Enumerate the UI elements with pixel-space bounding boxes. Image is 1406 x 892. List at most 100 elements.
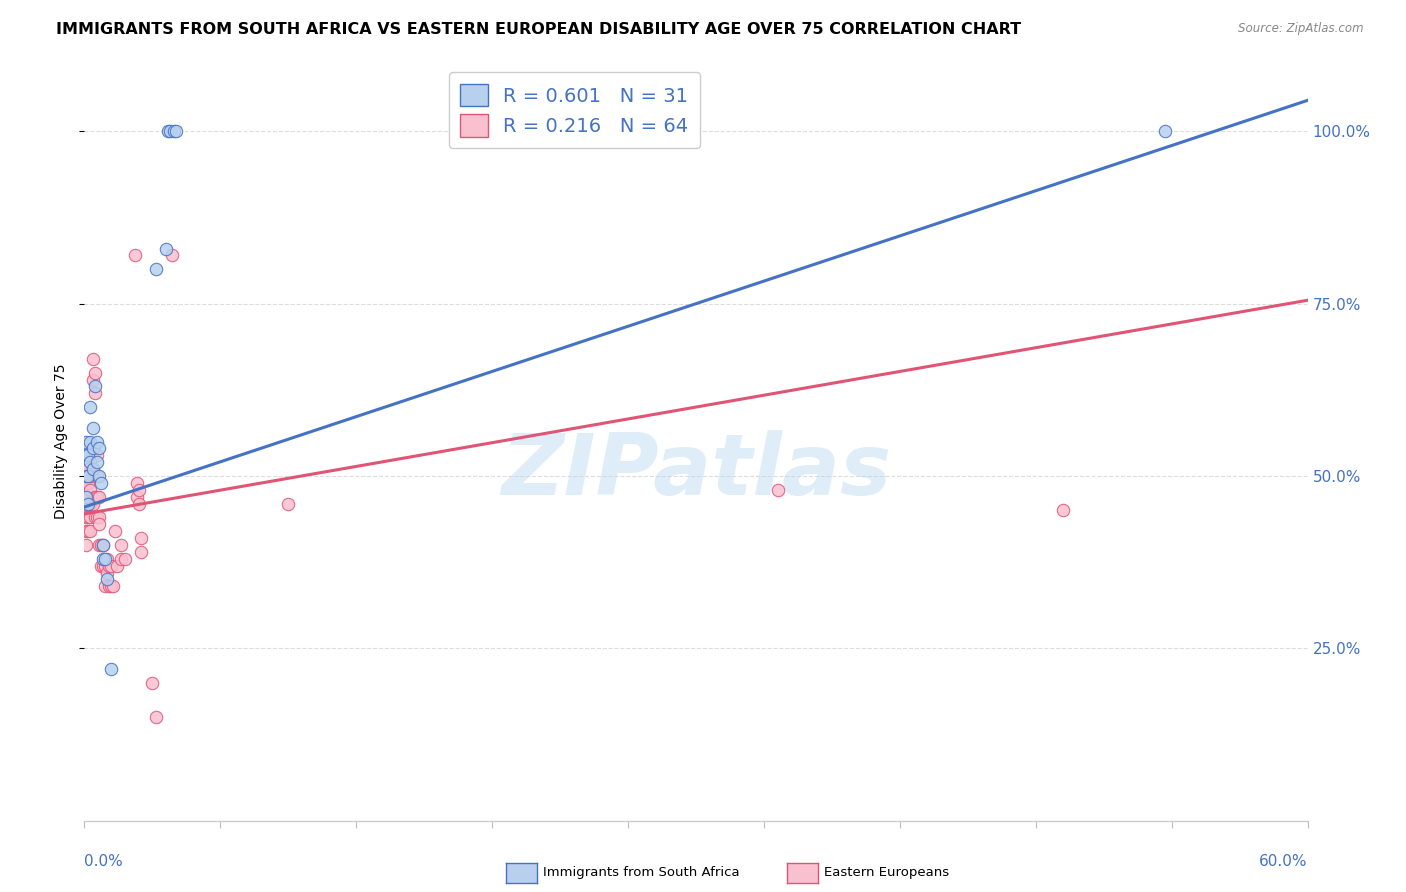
- Point: [79, 497, 101, 511]
- Point: [86, 490, 108, 504]
- Point: [105, 558, 128, 573]
- Point: [79, 455, 101, 469]
- Point: [104, 524, 127, 538]
- Point: [128, 483, 150, 497]
- Point: [160, 248, 183, 262]
- Point: [75, 510, 97, 524]
- Point: [86, 434, 108, 449]
- Point: [86, 469, 108, 483]
- Point: [75, 524, 97, 538]
- Point: [127, 490, 149, 504]
- Point: [82, 372, 104, 386]
- Point: [83, 386, 105, 401]
- Point: [77, 524, 100, 538]
- Point: [114, 551, 136, 566]
- Legend: R = 0.601   N = 31, R = 0.216   N = 64: R = 0.601 N = 31, R = 0.216 N = 64: [449, 72, 700, 148]
- Point: [75, 490, 97, 504]
- Point: [77, 462, 100, 476]
- Point: [75, 469, 97, 483]
- Point: [90, 475, 112, 490]
- Point: [165, 124, 187, 138]
- Point: [83, 510, 105, 524]
- Point: [86, 455, 108, 469]
- Point: [100, 662, 122, 676]
- Point: [77, 475, 100, 490]
- Point: [75, 497, 97, 511]
- Point: [100, 579, 122, 593]
- Point: [145, 262, 167, 277]
- Point: [1052, 503, 1074, 517]
- Point: [91, 558, 114, 573]
- Point: [87, 490, 110, 504]
- Point: [141, 675, 163, 690]
- Point: [77, 490, 100, 504]
- Text: ZIPatlas: ZIPatlas: [501, 430, 891, 514]
- Point: [97, 579, 120, 593]
- Point: [93, 579, 115, 593]
- Point: [87, 538, 110, 552]
- Point: [79, 483, 101, 497]
- Point: [75, 483, 97, 497]
- Point: [75, 469, 97, 483]
- Point: [101, 579, 124, 593]
- Point: [128, 497, 150, 511]
- Point: [131, 545, 153, 559]
- Point: [79, 510, 101, 524]
- Point: [145, 710, 167, 724]
- Point: [131, 531, 153, 545]
- Point: [82, 469, 104, 483]
- Point: [82, 462, 104, 476]
- Point: [79, 400, 101, 414]
- Point: [127, 475, 149, 490]
- Point: [87, 517, 110, 532]
- Point: [163, 124, 186, 138]
- Point: [86, 510, 108, 524]
- Point: [110, 551, 132, 566]
- Point: [83, 366, 105, 380]
- Point: [75, 434, 97, 449]
- Point: [97, 558, 120, 573]
- Point: [87, 510, 110, 524]
- Point: [155, 242, 177, 256]
- Point: [79, 469, 101, 483]
- Text: Immigrants from South Africa: Immigrants from South Africa: [543, 866, 740, 879]
- Point: [100, 558, 122, 573]
- Point: [91, 551, 114, 566]
- Point: [1154, 124, 1177, 138]
- Point: [77, 510, 100, 524]
- Point: [91, 538, 114, 552]
- Point: [93, 551, 115, 566]
- Point: [79, 524, 101, 538]
- Point: [156, 124, 179, 138]
- Point: [75, 538, 97, 552]
- Text: 0.0%: 0.0%: [84, 855, 124, 869]
- Point: [75, 455, 97, 469]
- Point: [82, 497, 104, 511]
- Point: [79, 434, 101, 449]
- Point: [75, 448, 97, 462]
- Point: [110, 538, 132, 552]
- Point: [766, 483, 789, 497]
- Point: [90, 538, 112, 552]
- Point: [82, 421, 104, 435]
- Point: [77, 448, 100, 462]
- Point: [87, 442, 110, 456]
- Point: [82, 442, 104, 456]
- Point: [96, 551, 118, 566]
- Y-axis label: Disability Age Over 75: Disability Age Over 75: [55, 364, 69, 519]
- Point: [96, 566, 118, 580]
- Point: [93, 558, 115, 573]
- Point: [83, 490, 105, 504]
- Point: [124, 248, 146, 262]
- Text: Eastern Europeans: Eastern Europeans: [824, 866, 949, 879]
- Text: Source: ZipAtlas.com: Source: ZipAtlas.com: [1239, 22, 1364, 36]
- Point: [96, 573, 118, 587]
- Point: [90, 558, 112, 573]
- Point: [82, 351, 104, 366]
- Point: [91, 538, 114, 552]
- Point: [86, 448, 108, 462]
- Point: [83, 379, 105, 393]
- Text: IMMIGRANTS FROM SOUTH AFRICA VS EASTERN EUROPEAN DISABILITY AGE OVER 75 CORRELAT: IMMIGRANTS FROM SOUTH AFRICA VS EASTERN …: [56, 22, 1021, 37]
- Point: [277, 497, 299, 511]
- Point: [159, 124, 181, 138]
